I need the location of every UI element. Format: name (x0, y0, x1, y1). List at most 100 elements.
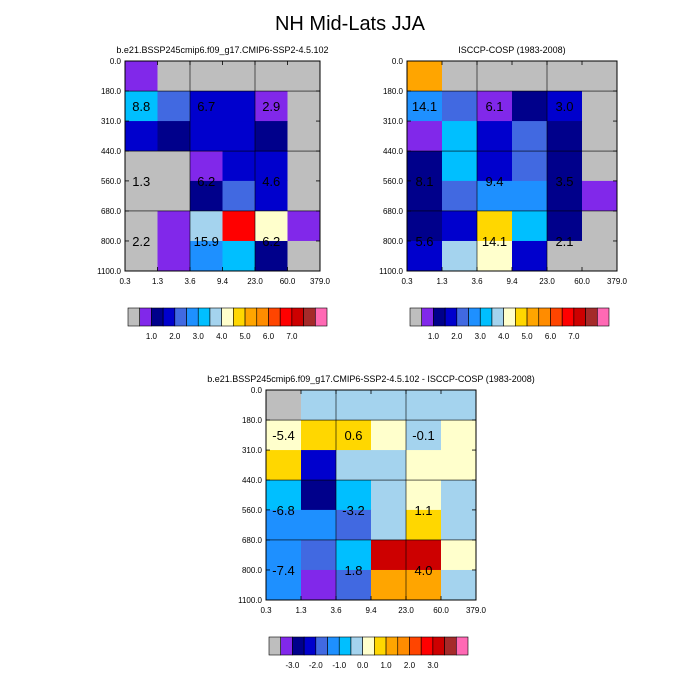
heatmap-cell (255, 61, 288, 92)
heatmap-cell (406, 480, 442, 511)
y-tick-label: 800.0 (383, 237, 404, 246)
heatmap-cell (407, 121, 443, 152)
heatmap-cell (442, 91, 478, 122)
heatmap-cell (287, 91, 321, 122)
heatmap-cell (301, 420, 337, 451)
heatmap-cell (512, 151, 548, 182)
heatmap-cell (266, 509, 302, 541)
cell-value-label: -5.4 (272, 428, 294, 443)
heatmap-cell (222, 210, 256, 242)
y-tick-label: 560.0 (242, 506, 263, 515)
heatmap-cell (125, 121, 158, 152)
colorbar-swatch (127, 307, 141, 327)
heatmap-cell (190, 91, 223, 122)
x-tick-label: 1.3 (295, 606, 307, 615)
colorbar-label: 3.0 (427, 661, 439, 670)
colorbar-label: 7.0 (568, 332, 580, 341)
colorbar-swatch (479, 307, 493, 327)
x-tick-label: 379.0 (607, 277, 628, 286)
heatmap-cell (477, 240, 513, 272)
x-tick-label: 60.0 (574, 277, 590, 286)
heatmap-cell (157, 61, 191, 92)
heatmap-cell (407, 151, 443, 182)
heatmap-cell (582, 121, 618, 152)
heatmap-cell (477, 180, 513, 212)
heatmap-cell (582, 240, 618, 272)
heatmap-cell (441, 539, 477, 571)
heatmap-cell (512, 61, 548, 92)
heatmap-cell (125, 91, 158, 122)
y-tick-label: 680.0 (383, 207, 404, 216)
colorbar-swatch (421, 307, 434, 327)
heatmap-cell (287, 121, 321, 152)
colorbar-swatch (303, 307, 316, 327)
heatmap-cell (157, 240, 191, 272)
heatmap-cell (406, 420, 442, 451)
heatmap-cell (407, 91, 443, 122)
colorbar-swatch (526, 307, 540, 327)
heatmap-cell (407, 61, 443, 92)
colorbar-swatch (233, 307, 246, 327)
x-tick-label: 0.3 (260, 606, 272, 615)
heatmap-cell (547, 151, 583, 182)
heatmap-cell (301, 450, 337, 481)
colorbar-swatch (139, 307, 152, 327)
heatmap-cell (157, 180, 191, 212)
colorbar-label: 2.0 (404, 661, 416, 670)
heatmap-cell (547, 91, 583, 122)
cell-value-label: 14.1 (482, 234, 507, 249)
colorbar-swatch (174, 307, 187, 327)
y-tick-label: 310.0 (242, 446, 263, 455)
colorbar-swatch (503, 307, 516, 327)
colorbar-swatch (538, 307, 551, 327)
heatmap-cell (477, 121, 513, 152)
colorbar-label: 3.0 (475, 332, 487, 341)
heatmap-cell (266, 569, 302, 601)
heatmap-cell (336, 390, 372, 421)
colorbar-label: -3.0 (286, 661, 300, 670)
y-tick-label: 440.0 (242, 476, 263, 485)
heatmap-cell (371, 390, 407, 421)
heatmap-cell (190, 180, 223, 212)
y-tick-label: 560.0 (101, 177, 122, 186)
y-tick-label: 180.0 (242, 416, 263, 425)
colorbar-swatch (596, 307, 610, 327)
heatmap-cell (190, 121, 223, 152)
colorbar-label: 0.0 (357, 661, 369, 670)
x-tick-label: 60.0 (433, 606, 449, 615)
heatmap-cell (255, 240, 288, 272)
colorbar-label: 5.0 (239, 332, 251, 341)
heatmap-cell (512, 240, 548, 272)
heatmap-cell (157, 210, 191, 242)
heatmap-cell (222, 240, 256, 272)
colorbar: 1.0 2.0 3.0 4.0 5.0 6.0 7.0 (409, 307, 610, 341)
colorbar-swatch (291, 307, 304, 327)
cell-value-label: 6.7 (197, 99, 215, 114)
y-tick-label: 1100.0 (238, 596, 262, 605)
x-tick-label: 23.0 (398, 606, 414, 615)
colorbar-swatch (561, 307, 575, 327)
heatmap-cell (406, 509, 442, 541)
heatmap-cell (336, 450, 372, 481)
y-tick-label: 440.0 (383, 147, 404, 156)
x-tick-label: 1.3 (152, 277, 164, 286)
colorbar-swatch (292, 636, 305, 656)
heatmap-panel-3: b.e21.BSSP245cmip6.f09_g17.CMIP6-SSP2-4.… (207, 374, 535, 670)
heatmap-cell (301, 539, 337, 571)
colorbar-swatch (303, 636, 317, 656)
colorbar-swatch (515, 307, 528, 327)
y-tick-label: 680.0 (101, 207, 122, 216)
y-tick-label: 180.0 (101, 87, 122, 96)
heatmap-cell (406, 569, 442, 601)
heatmap-cell (255, 121, 288, 152)
y-tick-label: 1100.0 (379, 267, 403, 276)
heatmap-cell (301, 480, 337, 511)
cell-value-label: 1.8 (344, 563, 362, 578)
colorbar-swatch (491, 307, 504, 327)
colorbar-swatch (338, 636, 352, 656)
heatmap-cell (371, 420, 407, 451)
heatmap-cell (336, 539, 372, 571)
heatmap-cell (371, 480, 407, 511)
colorbar-swatch (420, 636, 434, 656)
